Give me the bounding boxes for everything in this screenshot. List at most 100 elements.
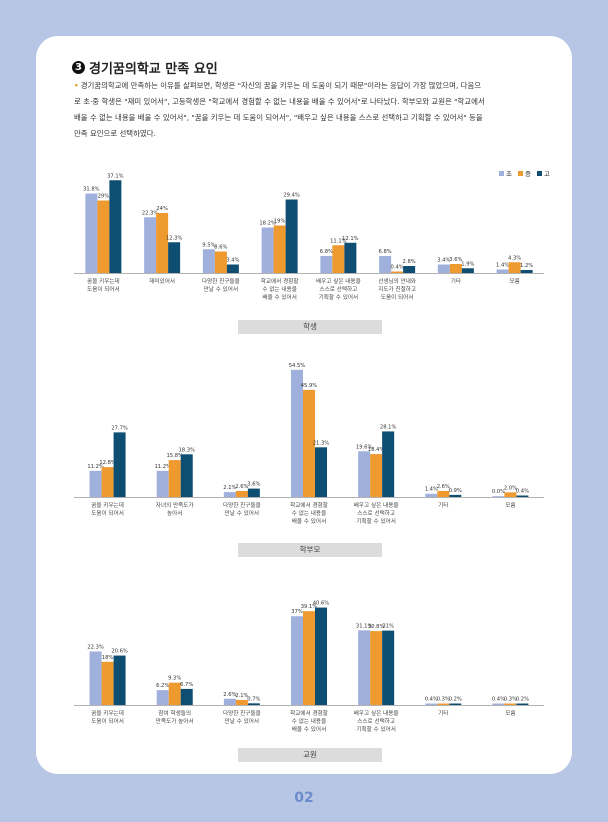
data-label: 0.4%	[492, 697, 505, 703]
data-label: 30.8%	[368, 624, 385, 630]
bar	[358, 630, 371, 705]
data-label: 12.8%	[99, 460, 116, 466]
data-label: 18.2%	[259, 221, 276, 227]
bar	[168, 682, 181, 705]
category-label: 배우고 싶은 내용을	[316, 277, 361, 285]
data-label: 27.7%	[111, 425, 128, 431]
data-label: 19%	[274, 219, 286, 225]
legend-item-elementary: 초	[499, 168, 512, 178]
data-label: 9.5%	[202, 242, 215, 248]
category-label: 만날 수 있어서	[225, 509, 259, 517]
data-label: 11.2%	[87, 464, 104, 470]
category-label: 다양한 친구들을	[223, 501, 261, 509]
data-label: 11.1%	[330, 238, 347, 244]
data-label: 1.2%	[520, 263, 533, 269]
data-label: 2.1%	[235, 693, 248, 699]
data-label: 8.6%	[214, 245, 227, 251]
bar	[303, 611, 315, 705]
section-title: 3 경기꿈의학교 만족 요인	[72, 58, 218, 77]
data-label: 22.3%	[142, 210, 159, 216]
bar	[437, 490, 450, 497]
data-label: 1.4%	[425, 487, 438, 493]
bar	[109, 180, 122, 273]
bar	[101, 661, 114, 705]
page-number: 02	[294, 790, 314, 806]
data-label: 6.8%	[320, 249, 333, 255]
bar	[516, 495, 529, 497]
bar	[85, 193, 98, 273]
bar	[291, 369, 303, 497]
bar	[168, 242, 181, 273]
data-label: 9.3%	[168, 676, 181, 682]
category-label: 꿈을 키우는데	[91, 501, 124, 509]
data-label: 39.1%	[301, 604, 318, 610]
data-label: 29%	[98, 194, 110, 200]
bar	[89, 651, 102, 705]
bar	[247, 703, 260, 705]
data-label: 31.8%	[83, 187, 100, 193]
category-label: 기타	[451, 277, 461, 285]
category-label: 만족도가 높아서	[156, 717, 194, 725]
category-label: 기타	[438, 501, 448, 509]
data-label: 0.3%	[437, 697, 450, 703]
category-label: 학교에서 경험할	[290, 501, 328, 509]
bar	[223, 698, 236, 705]
bar	[315, 607, 327, 705]
bar	[449, 494, 462, 497]
data-label: 2.1%	[223, 485, 236, 491]
data-label: 0.7%	[247, 696, 260, 702]
category-label: 기타	[438, 709, 448, 717]
chart-legend: 초 중 고	[499, 168, 550, 178]
legend-swatch	[537, 170, 543, 176]
bar	[492, 703, 505, 705]
intro-line: 배울 수 없는 내용을 배울 수 있어서", "꿈을 키우는 데 도움이 되어서…	[74, 113, 483, 122]
legend-item-middle: 중	[518, 168, 531, 178]
bar	[202, 249, 215, 273]
intro-line: • 경기꿈의학교에 만족하는 이유를 살펴보면, 학생은 "자신의 꿈을 키우는 …	[74, 81, 482, 90]
data-label: 18.4%	[368, 447, 385, 453]
data-label: 0.2%	[516, 697, 529, 703]
bar	[370, 454, 383, 497]
data-label: 2.0%	[504, 485, 517, 491]
bar	[492, 496, 505, 497]
data-label: 0.4%	[516, 489, 529, 495]
data-label: 2.8%	[403, 259, 416, 265]
data-label: 29.4%	[283, 193, 300, 199]
bar	[437, 703, 450, 705]
data-label: 3.6%	[449, 257, 462, 263]
bar	[425, 703, 438, 705]
bar	[156, 690, 169, 705]
data-label: 19.6%	[356, 444, 373, 450]
data-label: 28.1%	[380, 424, 397, 430]
legend-swatch	[518, 170, 524, 176]
category-label: 다양한 친구들을	[202, 277, 240, 285]
data-label: 3.6%	[247, 482, 260, 488]
data-label: 18%	[102, 655, 114, 661]
category-label: 만날 수 있어서	[204, 285, 238, 293]
bar	[358, 451, 371, 497]
category-label: 다양한 친구들을	[223, 709, 261, 717]
bar	[504, 703, 517, 705]
category-label: 배울 수 있어서	[262, 293, 296, 301]
data-label: 20.6%	[111, 649, 128, 655]
category-label: 지도가 친절하고	[378, 285, 416, 293]
bar	[180, 688, 193, 705]
bar	[496, 269, 509, 273]
category-label: 참여 학생들의	[158, 709, 191, 717]
category-label: 재미있어서	[149, 277, 175, 285]
bar	[273, 225, 286, 273]
data-label: 22.3%	[87, 644, 104, 650]
bar	[437, 264, 450, 273]
category-label: 도움이 되어서	[381, 293, 414, 301]
category-label: 자녀의 만족도가	[156, 501, 194, 509]
data-label: 37.1%	[107, 173, 124, 179]
bar	[168, 460, 181, 497]
category-label: 학교에서 경험할	[261, 277, 299, 285]
bar	[379, 256, 392, 273]
category-label: 모름	[505, 502, 515, 509]
data-label: 2.6%	[235, 484, 248, 490]
data-label: 45.9%	[301, 383, 318, 389]
bar	[520, 270, 533, 273]
data-label: 6.2%	[156, 683, 169, 689]
category-label: 배우고 싶은 내용을	[354, 501, 399, 509]
